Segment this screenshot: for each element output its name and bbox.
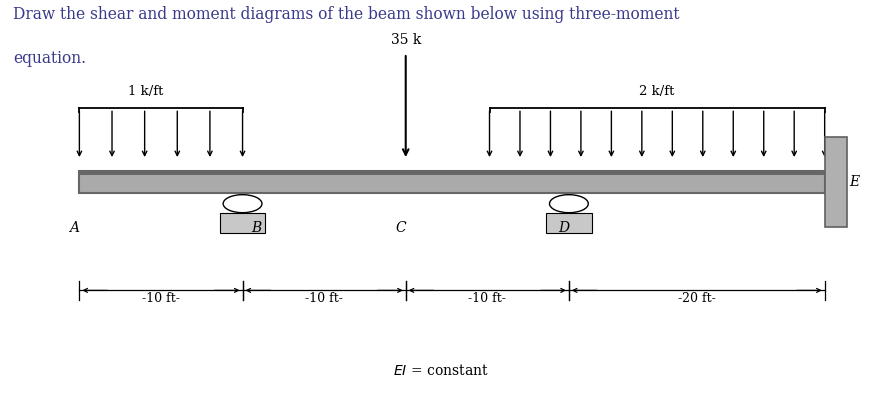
Bar [546,213,592,233]
Bar [220,213,265,233]
Text: equation.: equation. [13,50,86,67]
Text: 1 k/ft: 1 k/ft [128,85,163,98]
Text: -20 ft-: -20 ft- [678,292,715,306]
Text: C: C [395,221,406,235]
Text: E: E [849,175,859,189]
Text: A: A [69,221,78,235]
Bar [79,171,825,175]
Text: $EI$ = constant: $EI$ = constant [393,363,489,378]
Text: -10 ft-: -10 ft- [142,292,180,306]
Text: 35 k: 35 k [391,33,421,47]
Text: -10 ft-: -10 ft- [305,292,343,306]
Bar [825,137,847,227]
Text: Draw the shear and moment diagrams of the beam shown below using three-moment: Draw the shear and moment diagrams of th… [13,6,680,23]
Text: D: D [558,221,570,235]
Bar [79,171,825,193]
Text: B: B [251,221,262,235]
Text: -10 ft-: -10 ft- [468,292,506,306]
Text: 2 k/ft: 2 k/ft [639,85,675,98]
